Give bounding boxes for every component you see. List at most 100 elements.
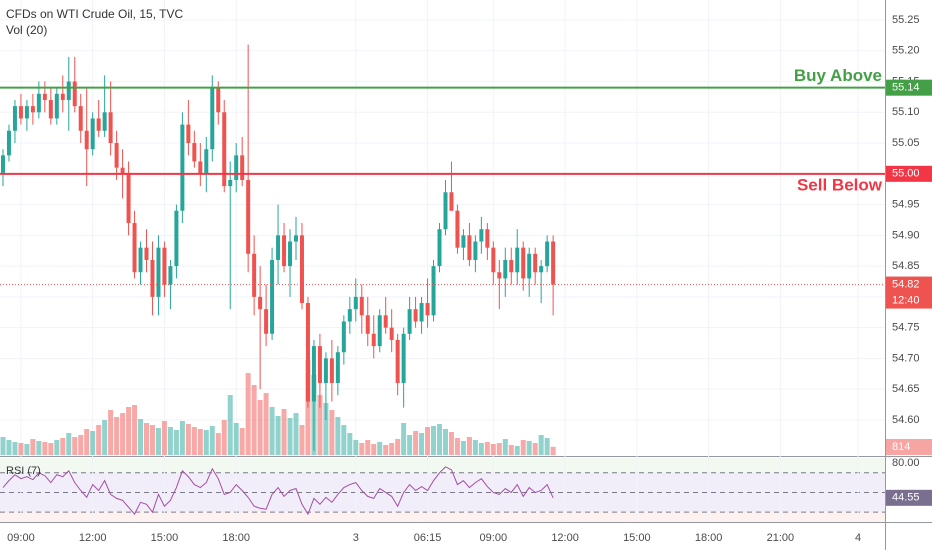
volume-bar [437, 424, 443, 455]
volume-bar [359, 443, 365, 455]
level-price-box [886, 79, 932, 96]
volume-bar [275, 416, 281, 455]
volume-bar [18, 443, 24, 455]
volume-bar [281, 409, 287, 455]
level-annotation: Buy Above [794, 66, 882, 85]
volume-bar [478, 443, 484, 455]
candle-body [168, 266, 173, 285]
candle-body [389, 327, 394, 340]
volume-bar [36, 441, 42, 455]
volume-bar [96, 425, 102, 455]
candle-body [539, 266, 544, 273]
volume-bar [472, 440, 478, 455]
x-tick-label: 4 [855, 532, 861, 544]
candle-body [72, 81, 77, 107]
candle-body [210, 87, 215, 150]
candle-body [521, 247, 526, 279]
candle-body [186, 124, 191, 144]
candle-body [437, 229, 442, 267]
volume-bar [419, 433, 425, 455]
x-tick-label: 06:15 [414, 532, 442, 544]
volume-bar [48, 443, 54, 455]
volume-bar [460, 441, 466, 455]
volume-bar [120, 413, 126, 455]
y-tick-label: 54.95 [892, 198, 920, 210]
labels: CFDs on WTI Crude Oil, 15, TVC Vol (20) … [6, 7, 932, 544]
volume-bar [144, 423, 150, 455]
x-tick-label: 12:00 [551, 532, 579, 544]
candle-body [228, 179, 233, 187]
candle-body [198, 161, 203, 174]
x-tick-label: 12:00 [79, 532, 107, 544]
volume-bar [0, 437, 6, 455]
candle-body [347, 309, 352, 322]
candle-body [383, 315, 388, 328]
candle-body [335, 352, 340, 384]
candle-body [240, 155, 245, 180]
candle-body [353, 296, 358, 310]
candle-body [48, 99, 53, 119]
candle-body [533, 253, 538, 273]
volume-bar [407, 435, 413, 455]
candle-body [365, 315, 370, 334]
candle-body [288, 241, 293, 267]
candle-body [258, 296, 263, 310]
volume-bar [293, 413, 299, 455]
y-tick-label: 54.60 [892, 414, 920, 426]
x-tick-label: 09:00 [7, 532, 35, 544]
candle-body [359, 296, 364, 316]
volume-bar [114, 417, 120, 455]
volume-bar [538, 435, 544, 455]
candle-body [527, 253, 532, 279]
volume-bar [12, 442, 18, 455]
x-tick-label: 15:00 [151, 532, 179, 544]
candle-body [311, 346, 316, 402]
volume-bar [466, 437, 472, 455]
y-tick-label: 54.90 [892, 229, 920, 241]
candle-body [323, 358, 328, 384]
candle-body [371, 333, 376, 347]
candle-body [120, 167, 125, 174]
volume-bar [383, 445, 389, 455]
level-price-label: 55.00 [892, 168, 920, 180]
volume-bar [155, 428, 161, 455]
volume-bar [102, 420, 108, 455]
candle-body [114, 143, 119, 168]
volume-bar [245, 373, 251, 455]
volume-bar [425, 427, 431, 455]
candle-body [413, 309, 418, 322]
last-price-box [886, 276, 932, 309]
y-tick-label: 54.70 [892, 352, 920, 364]
volume-bar [431, 426, 437, 455]
volume-bar [263, 393, 269, 455]
volume-bar [323, 403, 329, 455]
candle-body [515, 247, 520, 273]
volume-bar [490, 444, 496, 455]
candle-body [18, 106, 23, 119]
volume-bar [502, 439, 508, 455]
volume-bar [72, 437, 78, 455]
candle-body [485, 229, 490, 248]
candle-body [96, 118, 101, 131]
volume-bar [185, 424, 191, 455]
volume-label: Vol (20) [6, 23, 47, 37]
candle-body [473, 241, 478, 260]
volume-bar [138, 419, 144, 455]
candle-body [234, 155, 239, 180]
candle-body [36, 93, 41, 113]
volume-bar [233, 423, 239, 455]
volume-bar [484, 442, 490, 455]
volume-bar [508, 445, 514, 455]
x-tick-label: 09:00 [480, 532, 508, 544]
volume-bar [532, 443, 538, 455]
rsi-overbought-zone [0, 458, 885, 473]
candle-body [431, 266, 436, 316]
candle-body [252, 253, 257, 297]
y-tick-label: 54.65 [892, 383, 920, 395]
volume-bar [269, 407, 275, 455]
candle-body [401, 333, 406, 384]
volume-bar [227, 395, 233, 455]
candle-body [78, 106, 83, 131]
candle-body [174, 210, 179, 267]
